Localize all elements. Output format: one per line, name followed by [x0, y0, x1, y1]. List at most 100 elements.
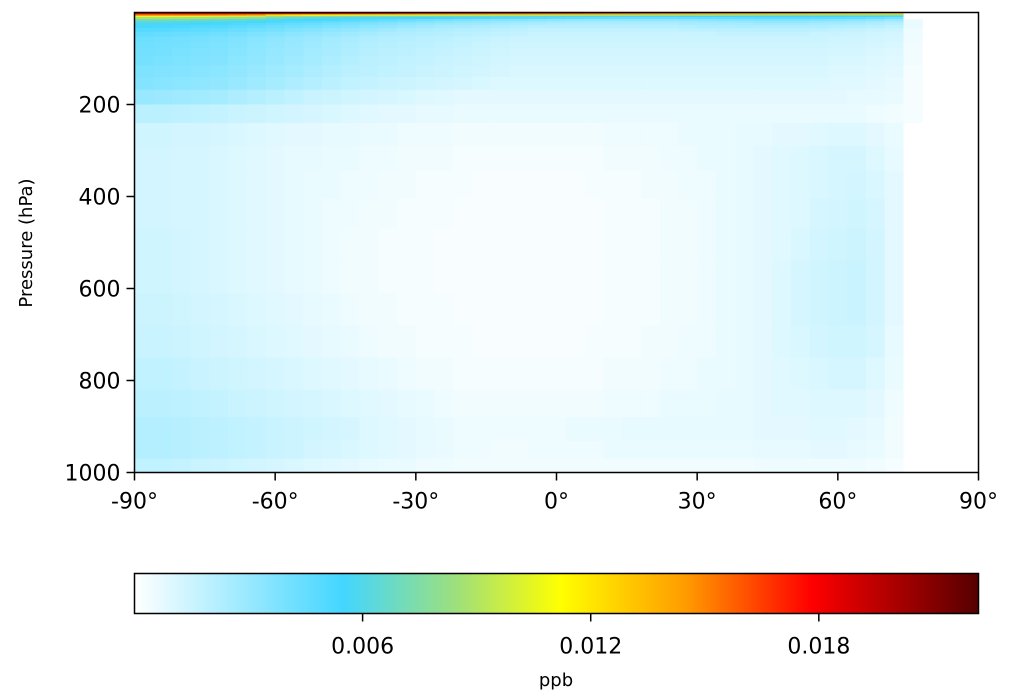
- heatmap-cell: [828, 28, 848, 33]
- heatmap-cell: [772, 36, 792, 43]
- heatmap-cell: [809, 357, 830, 391]
- heatmap-cell: [472, 31, 492, 38]
- heatmap-cell: [359, 48, 379, 57]
- heatmap-cell: [378, 76, 398, 91]
- heatmap-cell: [153, 357, 173, 391]
- heatmap-cell: [265, 41, 286, 49]
- heatmap-cell: [397, 14, 417, 17]
- heatmap-cell: [697, 31, 717, 38]
- heatmap-cell: [753, 104, 773, 124]
- heatmap-cell: [509, 104, 529, 124]
- heatmap-cell: [715, 28, 736, 33]
- heatmap-cell: [322, 89, 342, 106]
- heatmap-cell: [397, 76, 417, 91]
- heatmap-cell: [228, 440, 248, 460]
- heatmap-cell: [265, 76, 286, 91]
- heatmap-cell: [528, 76, 548, 91]
- heatmap-cell: [865, 389, 886, 418]
- heatmap-cell: [340, 228, 361, 262]
- heatmap-cell: [209, 15, 229, 18]
- heatmap-cell: [359, 260, 379, 294]
- heatmap-cell: [809, 18, 830, 22]
- heatmap-cell: [753, 458, 773, 474]
- heatmap-cell: [397, 12, 417, 15]
- heatmap-cell: [434, 325, 454, 359]
- heatmap-cell: [603, 325, 623, 359]
- heatmap-cell: [603, 417, 623, 441]
- heatmap-cell: [434, 18, 454, 22]
- heatmap-cell: [434, 28, 454, 33]
- heatmap-cell: [772, 65, 792, 78]
- heatmap-cell: [209, 76, 229, 91]
- heatmap-cell: [753, 171, 773, 200]
- heatmap-cell: [453, 36, 473, 43]
- heatmap-cell: [565, 171, 586, 200]
- heatmap-cell: [547, 228, 567, 262]
- heatmap-cell: [153, 89, 173, 106]
- heatmap-cell: [772, 145, 792, 172]
- heatmap-cell: [734, 260, 755, 294]
- heatmap-cell: [828, 31, 848, 38]
- heatmap-cell: [490, 325, 511, 359]
- heatmap-cell: [828, 171, 848, 200]
- heatmap-cell: [697, 198, 717, 230]
- heatmap-cell: [659, 122, 680, 147]
- heatmap-cell: [397, 440, 417, 460]
- heatmap-cell: [434, 20, 454, 24]
- heatmap-cell: [434, 31, 454, 38]
- heatmap-cell: [172, 65, 192, 78]
- heatmap-cell: [828, 48, 848, 57]
- heatmap-cell: [265, 89, 286, 106]
- heatmap-cell: [340, 122, 361, 147]
- heatmap-cell: [265, 325, 286, 359]
- heatmap-cell: [453, 198, 473, 230]
- heatmap-cell: [603, 89, 623, 106]
- heatmap-cell: [528, 389, 548, 418]
- heatmap-cell: [453, 440, 473, 460]
- heatmap-cell: [772, 56, 792, 66]
- heatmap-cell: [172, 357, 192, 391]
- heatmap-cell: [509, 145, 529, 172]
- heatmap-cell: [415, 198, 436, 230]
- heatmap-cell: [509, 17, 529, 20]
- heatmap-cell: [640, 36, 661, 43]
- heatmap-cell: [603, 293, 623, 326]
- heatmap-cell: [659, 145, 680, 172]
- heatmap-cell: [284, 18, 304, 22]
- heatmap-cell: [622, 31, 642, 38]
- heatmap-cell: [547, 389, 567, 418]
- heatmap-cell: [678, 65, 698, 78]
- heatmap-cell: [284, 145, 304, 172]
- heatmap-cell: [528, 28, 548, 33]
- heatmap-cell: [847, 15, 867, 18]
- heatmap-cell: [265, 17, 286, 20]
- heatmap-cell: [809, 145, 830, 172]
- heatmap-cell: [659, 14, 680, 17]
- heatmap-cell: [809, 458, 830, 474]
- heatmap-cell: [265, 24, 286, 29]
- heatmap-cell: [565, 104, 586, 124]
- heatmap-cell: [565, 17, 586, 20]
- heatmap-cell: [584, 56, 604, 66]
- heatmap-cell: [865, 198, 886, 230]
- heatmap-cell: [340, 14, 361, 17]
- heatmap-cell: [622, 76, 642, 91]
- heatmap-cell: [434, 357, 454, 391]
- heatmap-cell: [472, 18, 492, 22]
- heatmap-cell: [472, 145, 492, 172]
- heatmap-cell: [809, 325, 830, 359]
- heatmap-cell: [753, 325, 773, 359]
- heatmap-cell: [172, 440, 192, 460]
- heatmap-cell: [678, 145, 698, 172]
- heatmap-cell: [697, 171, 717, 200]
- heatmap-cell: [790, 198, 811, 230]
- heatmap-cell: [753, 417, 773, 441]
- heatmap-cell: [378, 14, 398, 17]
- heatmap-cell: [303, 389, 323, 418]
- heatmap-cell: [303, 15, 323, 18]
- heatmap-cell: [209, 41, 229, 49]
- heatmap-cell: [715, 76, 736, 91]
- heatmap-cell: [697, 325, 717, 359]
- heatmap-cell: [640, 12, 661, 15]
- heatmap-cell: [284, 14, 304, 17]
